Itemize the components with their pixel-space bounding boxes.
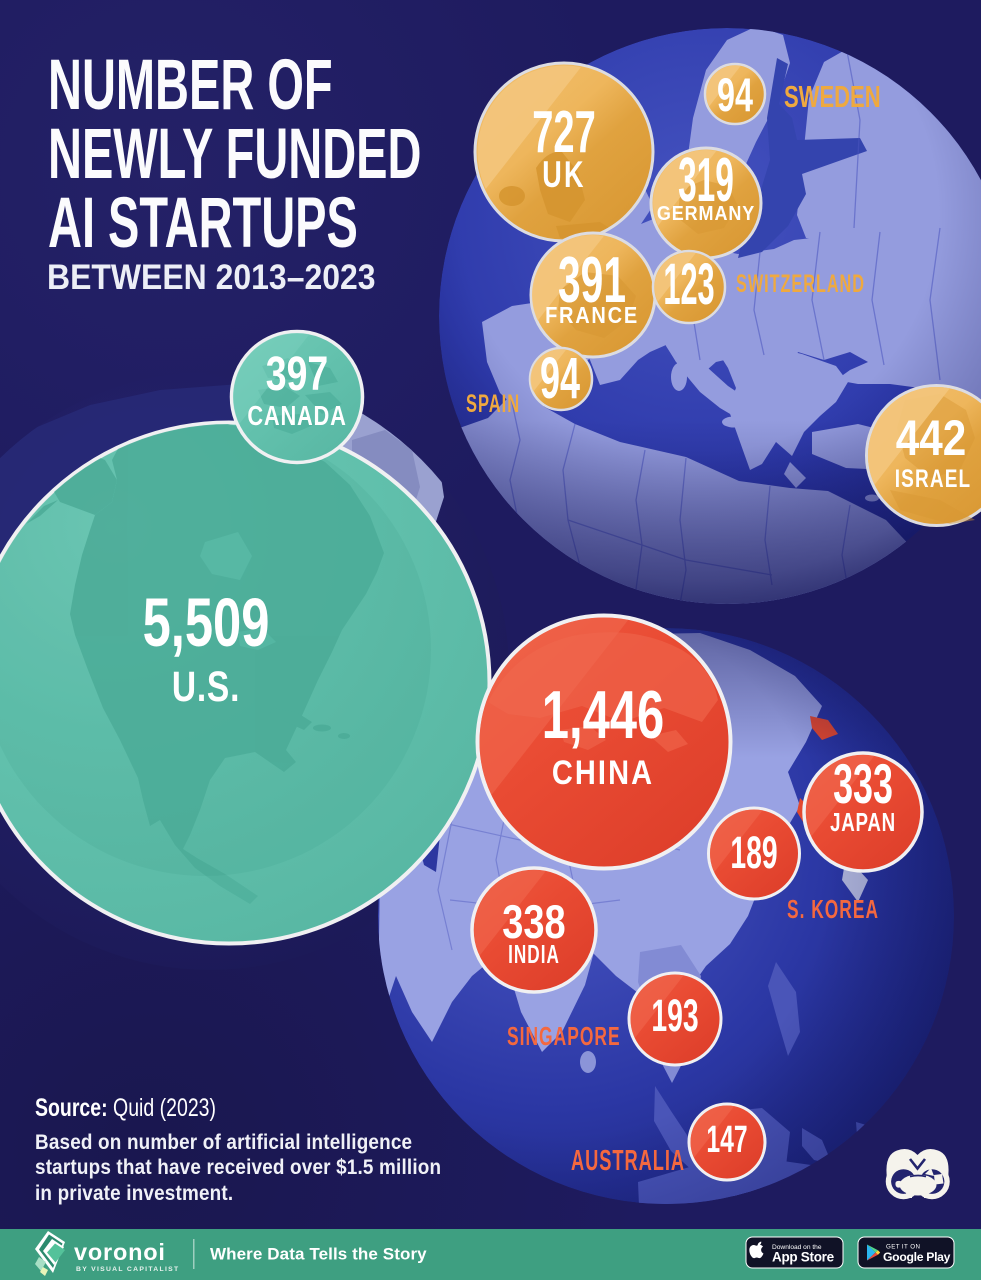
svg-text:App Store: App Store xyxy=(772,1250,835,1265)
svg-text:Google Play: Google Play xyxy=(883,1250,951,1264)
svg-text:BY VISUAL CAPITALIST: BY VISUAL CAPITALIST xyxy=(76,1266,179,1273)
svg-text:Download on the: Download on the xyxy=(772,1244,822,1251)
svg-text:GET IT ON: GET IT ON xyxy=(886,1244,920,1251)
svg-text:Where Data Tells the Story: Where Data Tells the Story xyxy=(210,1245,427,1264)
svg-text:voronoi: voronoi xyxy=(74,1239,166,1265)
